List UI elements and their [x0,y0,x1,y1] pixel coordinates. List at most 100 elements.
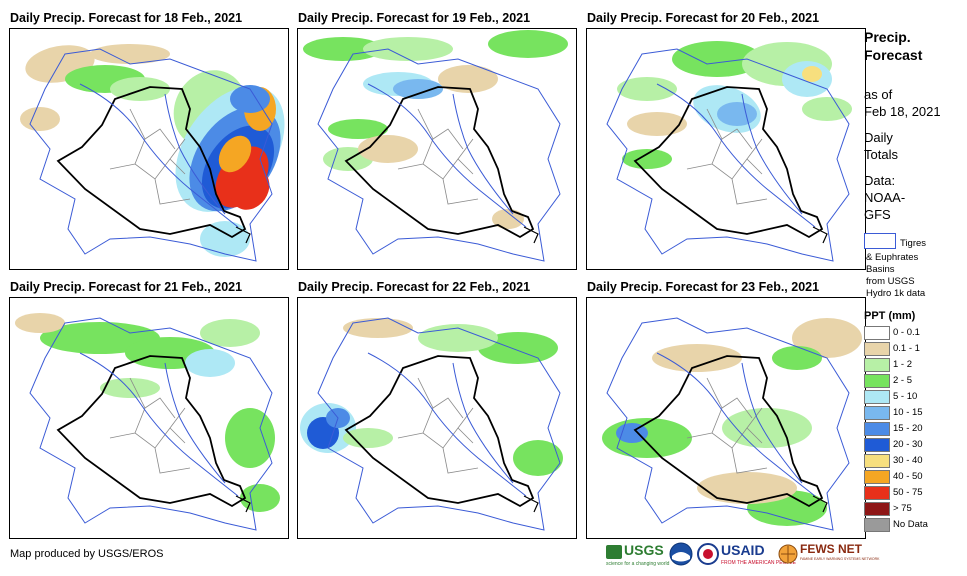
map-svg-23feb [602,317,862,531]
iraq-border [344,86,535,239]
legend-label: 0.1 - 1 [893,343,920,354]
precip-area [363,37,453,61]
precip-area [218,135,252,173]
precip-area [328,119,388,139]
gulf-coast [812,226,828,244]
precip-area [200,221,250,257]
euphrates-river [367,352,527,497]
precip-area [100,378,160,398]
basin-legend-line5: Hydro 1k data [866,288,926,299]
iraq-border [56,355,247,508]
euphrates-river [656,83,816,228]
panel-title-23feb: Daily Precip. Forecast for 23 Feb., 2021 [587,280,820,294]
gulf-coast [523,226,539,244]
basin-legend-line1: Tigres [900,238,927,249]
sidebar-title: Precip. Forecast [864,28,922,64]
precip-area [697,472,797,504]
daily-line1: Daily [864,130,893,145]
precip-area [225,408,275,468]
iraq-border [633,355,824,508]
precip-area [303,37,383,61]
iraq-border [56,86,247,239]
precip-area [513,440,563,476]
forecast-map-21feb [9,297,289,539]
precip-area [802,97,852,121]
legend-swatch [864,326,890,340]
precip-area [438,65,498,93]
legend-swatch [864,470,890,484]
gulf-coast [812,495,828,513]
noaa-logo [669,542,693,568]
legend-swatch [864,454,890,468]
panel-title-21feb: Daily Precip. Forecast for 21 Feb., 2021 [10,280,243,294]
legend-swatch [864,342,890,356]
fewsnet-tagline: FAMINE EARLY WARNING SYSTEMS NETWORK [800,557,880,561]
precip-area [15,313,65,333]
legend-label: 30 - 40 [893,455,923,466]
forecast-map-18feb [9,28,289,270]
as-of-date: as of Feb 18, 2021 [864,86,941,120]
basin-legend-note: & Euphrates Basins from USGS Hydro 1k da… [866,252,925,300]
precip-area [185,349,235,377]
tigris-river [164,93,226,215]
legend-label: 0 - 0.1 [893,327,920,338]
data-line2: NOAA- [864,190,906,205]
province-lines [109,108,191,205]
province-lines [109,377,191,474]
map-svg-21feb [15,313,280,531]
as-of-label: as of [864,87,893,102]
precip-area [772,346,822,370]
province-lines [686,108,768,205]
map-credit: Map produced by USGS/EROS [10,548,164,560]
map-svg-22feb [300,317,563,531]
euphrates-river [656,352,816,497]
province-lines [686,377,768,474]
legend-label: 20 - 30 [893,439,923,450]
precip-area [492,209,524,229]
precip-area [802,66,822,82]
tigris-river [741,362,803,484]
usgs-tagline: science for a changing world [606,561,670,567]
precip-area [240,484,280,512]
fewsnet-logo: FEWS NET FAMINE EARLY WARNING SYSTEMS NE… [778,542,879,568]
usgs-logo-text: USGS [624,542,664,558]
panel-title-19feb: Daily Precip. Forecast for 19 Feb., 2021 [298,11,531,25]
legend-swatch [864,406,890,420]
gulf-coast [523,495,539,513]
noaa-emblem-icon [669,542,693,566]
daily-line2: Totals [864,147,898,162]
fewsnet-logo-text: FEWS NET [800,542,862,556]
precip-area [722,408,812,448]
precip-area [622,149,672,169]
legend-label: No Data [893,519,928,530]
precip-area [627,112,687,136]
map-svg-20feb [606,41,852,262]
sidebar-title-line2: Forecast [864,47,923,63]
legend-label: 10 - 15 [893,407,923,418]
panel-title-20feb: Daily Precip. Forecast for 20 Feb., 2021 [587,11,820,25]
panel-title-18feb: Daily Precip. Forecast for 18 Feb., 2021 [10,11,243,25]
euphrates-river [79,83,239,228]
panel-title-22feb: Daily Precip. Forecast for 22 Feb., 2021 [298,280,531,294]
legend-swatch [864,390,890,404]
legend-label: 15 - 20 [893,423,923,434]
daily-totals-note: Daily Totals [864,129,898,163]
precip-area [617,77,677,101]
basin-legend-line3: Basins [866,264,895,275]
tigris-river [452,362,514,484]
usaid-logo: USAID FROM THE AMERICAN PEOPLE [697,542,796,568]
usgs-mark-icon [606,545,622,559]
usaid-seal-icon [697,543,719,565]
province-lines [397,108,479,205]
precip-area [672,41,762,77]
legend-label: 2 - 5 [893,375,913,386]
usaid-logo-text: USAID [721,542,765,558]
basin-outline [29,317,273,531]
data-line1: Data: [864,173,896,188]
map-svg-19feb [303,30,568,262]
precip-area [343,318,413,338]
basin-legend-line4: from USGS [866,276,915,287]
precip-area [488,30,568,58]
precip-area [200,319,260,347]
basin-outline [317,317,561,531]
